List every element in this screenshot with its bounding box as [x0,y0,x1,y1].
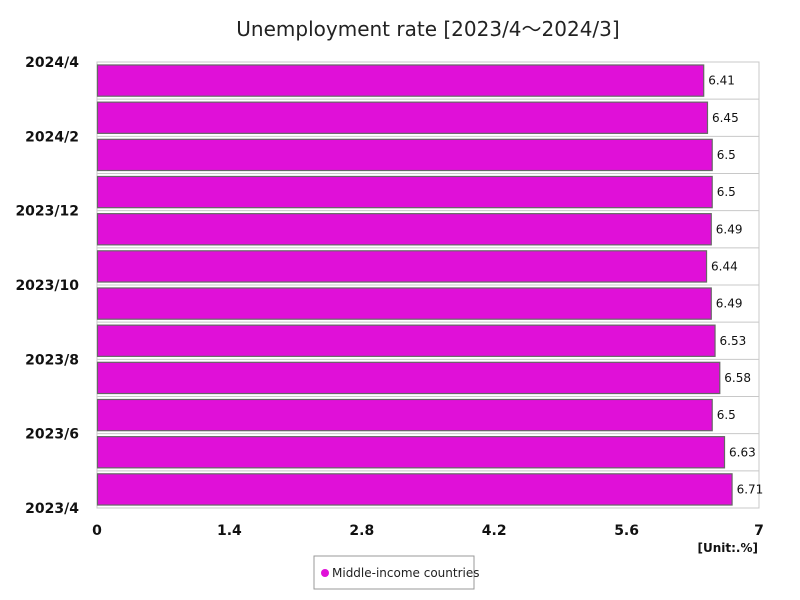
data-label-2024/3: 6.41 [708,74,735,88]
data-label-2024/2: 6.45 [712,111,739,125]
x-tick-label: 2.8 [349,523,374,539]
y-tick-label: 2023/4 [25,501,79,517]
y-tick-label: 2024/2 [25,129,79,145]
x-tick-label: 5.6 [614,523,639,539]
bar-2024/3 [96,64,705,97]
bar-2023/10 [96,250,708,283]
gridlines [96,61,760,509]
y-tick-label: 2023/6 [25,427,79,443]
bar-2024/2 [96,101,709,134]
data-label-2023/11: 6.49 [716,222,743,236]
bar-2023/11 [96,213,712,246]
x-tick-label: 4.2 [482,523,507,539]
x-tick-label: 7 [754,523,764,539]
data-label-2023/4: 6.71 [737,482,764,496]
data-label-2024/1: 6.5 [717,148,736,162]
y-tick-label: 2024/4 [25,55,79,71]
data-labels: 6.71 6.63 6.5 6.58 6.53 6.49 6.44 6.49 6.5 6.5 6.4… [708,74,763,497]
data-label-2023/8: 6.53 [720,334,747,348]
bar-2023/7 [96,361,721,395]
data-label-2023/12: 6.5 [717,185,736,199]
x-axis: 0 1.4 2.8 4.2 5.6 7 [92,523,764,539]
chart-title: Unemployment rate [2023/4～2024/3] [236,17,619,41]
data-label-2023/7: 6.58 [724,371,751,385]
bar-2023/12 [96,175,713,209]
legend-label: Middle-income countries [332,566,480,580]
legend: Middle-income countries [313,555,480,590]
x-tick-label: 0 [92,523,102,539]
bar-2023/9 [96,287,712,320]
y-tick-label: 2023/12 [15,204,79,220]
bar-2023/4 [96,473,733,506]
data-label-2023/10: 6.44 [711,259,738,273]
x-tick-label: 1.4 [217,523,242,539]
bars [96,64,733,506]
bar-2024/1 [96,138,713,172]
legend-marker [321,569,329,577]
y-tick-label: 2023/8 [25,352,79,368]
bar-2023/6 [96,398,713,432]
unit-label: [Unit:.%] [698,541,759,555]
bar-2023/8 [96,324,716,357]
data-label-2023/5: 6.63 [729,445,756,459]
data-label-2023/6: 6.5 [717,408,736,422]
y-tick-label: 2023/10 [15,278,79,294]
bar-2023/5 [96,436,726,469]
data-label-2023/9: 6.49 [716,297,743,311]
y-axis: 2023/4 2023/6 2023/8 2023/10 2023/12 2024/2 20… [15,55,79,517]
legend-box [313,555,475,590]
